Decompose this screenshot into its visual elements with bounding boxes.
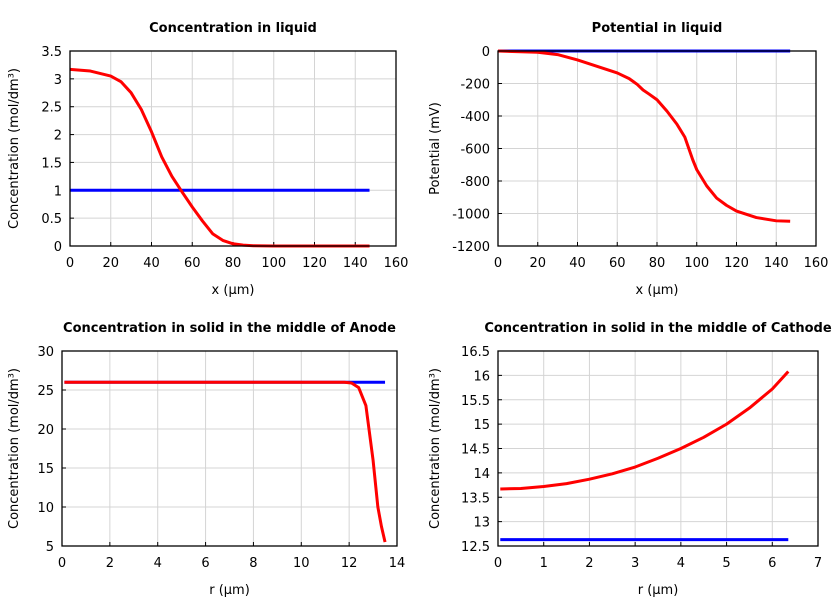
y-tick-label: 25 bbox=[37, 384, 54, 399]
x-tick-label: 40 bbox=[143, 256, 160, 271]
y-tick-label: 10 bbox=[37, 501, 54, 516]
x-tick-label: 160 bbox=[384, 256, 409, 271]
y-tick-label: 0.5 bbox=[41, 212, 62, 227]
x-tick-label: 120 bbox=[724, 256, 749, 271]
subplot-2: 0 20 40 60 80 100 120 140 160 0 -200 -400 -600 -800 -1… bbox=[428, 21, 828, 298]
x-tick-label: 100 bbox=[684, 256, 709, 271]
x-tick-label: 0 bbox=[66, 256, 74, 271]
x-tick-label: 80 bbox=[649, 256, 666, 271]
y-tick-label: 0 bbox=[54, 240, 62, 255]
x-tick-label: 0 bbox=[58, 556, 66, 571]
x-tick-label: 20 bbox=[529, 256, 546, 271]
y-tick-label: 1 bbox=[54, 184, 62, 199]
x-tick-label: 12 bbox=[341, 556, 358, 571]
x-tick-label: 6 bbox=[201, 556, 209, 571]
x-tick-label: 6 bbox=[768, 556, 776, 571]
plot-frame bbox=[61, 350, 398, 547]
y-tick-label: -200 bbox=[460, 78, 490, 93]
y-tick-label: 15.5 bbox=[461, 394, 490, 409]
x-tick-label: 160 bbox=[804, 256, 829, 271]
subplot-3: 0 2 4 6 8 10 12 14 5 10 15 20 25 30 Concentration in s… bbox=[7, 321, 405, 598]
y-tick-label: 16 bbox=[473, 369, 490, 384]
subplot-1: 0 20 40 60 80 100 120 140 160 0 0.5 1 1.5 2 2.5 3 3.5 Con… bbox=[7, 21, 408, 298]
x-tick-label: 14 bbox=[389, 556, 406, 571]
x-tick-label: 60 bbox=[609, 256, 626, 271]
y-axis-label: Concentration (mol/dm³) bbox=[428, 368, 443, 529]
y-tick-label: -1200 bbox=[452, 240, 490, 255]
x-tick-label: 40 bbox=[569, 256, 586, 271]
chart-title: Concentration in solid in the middle of … bbox=[63, 321, 396, 336]
x-tick-label: 7 bbox=[814, 556, 822, 571]
y-tick-label: 2.5 bbox=[41, 101, 62, 116]
x-tick-label: 1 bbox=[540, 556, 548, 571]
subplot-4: 0 1 2 3 4 5 6 7 12.5 13 13.5 14 14.5 15 15.5 16 16.5 Conc… bbox=[428, 321, 832, 598]
y-tick-label: 12.5 bbox=[461, 540, 490, 555]
x-tick-label: 0 bbox=[494, 556, 502, 571]
x-tick-label: 0 bbox=[494, 256, 502, 271]
y-tick-label: 0 bbox=[482, 45, 490, 60]
y-tick-label: -1000 bbox=[452, 208, 490, 223]
chart-title: Concentration in liquid bbox=[149, 21, 317, 36]
series-line-2 bbox=[500, 370, 790, 491]
x-tick-label: 8 bbox=[249, 556, 257, 571]
x-tick-label: 140 bbox=[343, 256, 368, 271]
x-tick-label: 100 bbox=[261, 256, 286, 271]
x-tick-label: 3 bbox=[631, 556, 639, 571]
x-tick-label: 2 bbox=[106, 556, 114, 571]
y-tick-label: 14 bbox=[473, 467, 490, 482]
plot-frame bbox=[497, 50, 817, 247]
y-tick-label: -400 bbox=[460, 110, 490, 125]
y-tick-label: 3.5 bbox=[41, 45, 62, 60]
plot-frame bbox=[497, 350, 819, 547]
x-tick-label: 80 bbox=[225, 256, 242, 271]
x-tick-label: 10 bbox=[293, 556, 310, 571]
y-axis-label: Concentration (mol/dm³) bbox=[7, 68, 22, 229]
y-tick-label: 1.5 bbox=[41, 156, 62, 171]
x-tick-label: 20 bbox=[102, 256, 119, 271]
y-tick-label: 30 bbox=[37, 345, 54, 360]
x-tick-label: 140 bbox=[764, 256, 789, 271]
y-tick-label: 3 bbox=[54, 73, 62, 88]
x-axis-label: x (µm) bbox=[212, 283, 255, 298]
x-tick-label: 4 bbox=[677, 556, 685, 571]
y-tick-label: 20 bbox=[37, 423, 54, 438]
plot-frame bbox=[69, 50, 397, 247]
y-tick-label: 5 bbox=[46, 540, 54, 555]
x-tick-label: 120 bbox=[302, 256, 327, 271]
y-tick-label: 13 bbox=[473, 516, 490, 531]
y-axis-label: Potential (mV) bbox=[428, 102, 443, 195]
x-tick-label: 5 bbox=[722, 556, 730, 571]
y-tick-label: 13.5 bbox=[461, 491, 490, 506]
y-tick-label: 16.5 bbox=[461, 345, 490, 360]
series-line-2 bbox=[69, 67, 370, 248]
x-axis-label: r (µm) bbox=[638, 583, 679, 598]
y-tick-label: 15 bbox=[37, 462, 54, 477]
y-axis-label: Concentration (mol/dm³) bbox=[7, 368, 22, 529]
chart-title: Concentration in solid in the middle of … bbox=[484, 321, 832, 336]
x-tick-label: 2 bbox=[585, 556, 593, 571]
x-axis-label: r (µm) bbox=[209, 583, 250, 598]
y-tick-label: 15 bbox=[473, 418, 490, 433]
y-tick-label: 14.5 bbox=[461, 443, 490, 458]
x-axis-label: x (µm) bbox=[636, 283, 679, 298]
series-line-2 bbox=[64, 380, 387, 543]
x-tick-label: 60 bbox=[184, 256, 201, 271]
y-tick-label: -800 bbox=[460, 175, 490, 190]
chart-title: Potential in liquid bbox=[592, 21, 723, 36]
y-tick-label: 2 bbox=[54, 129, 62, 144]
series-line-2 bbox=[497, 49, 791, 223]
x-tick-label: 4 bbox=[154, 556, 162, 571]
y-tick-label: -600 bbox=[460, 143, 490, 158]
